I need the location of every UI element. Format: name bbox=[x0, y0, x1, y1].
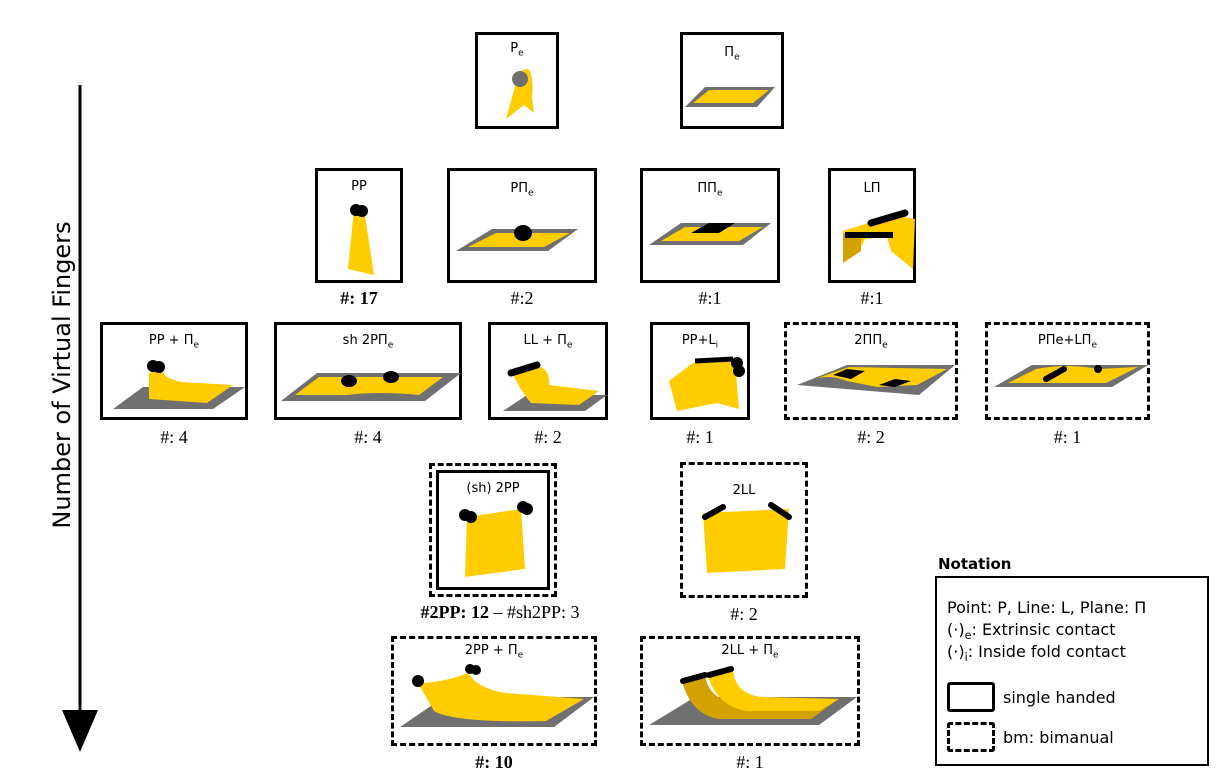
axis-arrow bbox=[62, 85, 98, 752]
box-2pipie: 2ΠΠe bbox=[784, 322, 958, 420]
box-pi-e: Πe bbox=[680, 32, 784, 129]
cloth-pe-illustration bbox=[506, 69, 534, 119]
line-plane-illustration bbox=[843, 209, 915, 269]
box-pp-pie: PP + Πe bbox=[100, 322, 248, 420]
box-lpi: LΠ bbox=[828, 168, 916, 283]
box-2ll-pie: 2LL + Πe bbox=[640, 636, 860, 746]
notation-box: Point: P, Line: L, Plane: Π (·)e: Extrin… bbox=[935, 576, 1209, 766]
box-2pp-pie: 2PP + Πe bbox=[391, 636, 597, 746]
cloth-pp-plane-illustration bbox=[113, 360, 245, 409]
notation-title: Notation bbox=[938, 555, 1012, 573]
notation-line-3: (·)i: Inside fold contact bbox=[947, 642, 1126, 665]
axis-title: Number of Virtual Fingers bbox=[48, 221, 76, 529]
plane-point-illustration bbox=[456, 225, 578, 251]
box-ppi-e: PΠe bbox=[447, 168, 597, 283]
box-pipi-e: ΠΠe bbox=[640, 168, 780, 283]
cloth-ppie-lpie-illustration bbox=[994, 365, 1148, 387]
notation-line-1: Point: P, Line: L, Plane: Π bbox=[947, 598, 1147, 617]
box-pe: Pe bbox=[475, 32, 559, 129]
cloth-2pp-plane-illustration bbox=[400, 664, 594, 727]
bimanual-label: bm: bimanual bbox=[1003, 728, 1114, 747]
plane-pi-illustration bbox=[685, 87, 775, 107]
cloth-2ll-plane-illustration bbox=[649, 666, 857, 725]
cloth-sh2pp-illustration bbox=[281, 371, 461, 401]
box-ll-pie: LL + Πe bbox=[488, 322, 608, 420]
single-handed-label: single handed bbox=[1003, 688, 1116, 707]
plane-plane-illustration bbox=[649, 223, 771, 245]
cloth-pp-inside-illustration bbox=[669, 356, 745, 411]
notation-line-2: (·)e: Extrinsic contact bbox=[947, 620, 1116, 643]
cloth-2pp-illustration bbox=[459, 501, 533, 577]
bimanual-sample bbox=[947, 722, 995, 752]
box-2ll: 2LL bbox=[680, 462, 808, 598]
cloth-2pipi-illustration bbox=[797, 365, 955, 395]
cloth-pp-illustration bbox=[348, 204, 374, 275]
cloth-2ll-illustration bbox=[702, 502, 792, 573]
box-ppie-lpie: PΠe+LΠe bbox=[985, 322, 1150, 420]
cloth-ll-plane-illustration bbox=[503, 361, 607, 411]
box-pp: PP bbox=[315, 168, 403, 283]
box-sh2pp: (sh) 2PP bbox=[429, 463, 557, 597]
box-pp-li: PP+Li bbox=[650, 322, 750, 420]
box-sh2ppie: sh 2PΠe bbox=[274, 322, 462, 420]
single-handed-sample bbox=[947, 682, 995, 712]
